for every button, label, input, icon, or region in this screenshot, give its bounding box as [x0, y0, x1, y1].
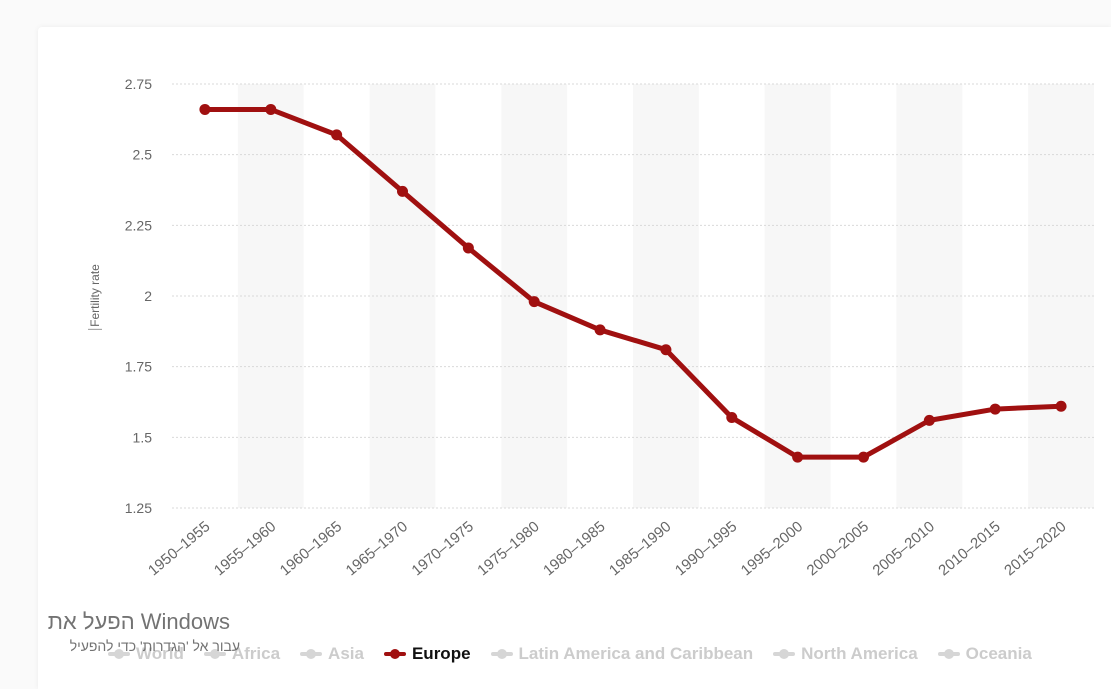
y-tick-label: 2.25 [125, 217, 152, 233]
data-point [792, 451, 804, 463]
legend-label: Asia [328, 644, 364, 663]
legend-item-africa[interactable]: Africa [203, 644, 281, 664]
data-point [858, 451, 869, 463]
legend-marker-icon [490, 648, 513, 660]
data-point [397, 185, 408, 197]
data-point [331, 129, 343, 141]
data-point [726, 412, 738, 424]
y-tick-label: 1.25 [125, 500, 152, 516]
legend-label: World [136, 644, 184, 663]
x-tick-label: 2005–2010 [869, 518, 937, 579]
data-point [462, 242, 474, 254]
legend-item-world[interactable]: World [108, 644, 184, 664]
x-tick-label: 2000–2005 [804, 518, 872, 579]
x-tick-label: 1955–1960 [211, 518, 279, 579]
legend-label: Africa [231, 644, 281, 663]
x-tick-label: 2015–2020 [1001, 518, 1069, 579]
data-point [594, 324, 606, 336]
legend-item-europe[interactable]: Europe [383, 644, 471, 664]
x-tick-label: 1975–1980 [474, 518, 542, 579]
legend-marker-icon [108, 648, 130, 660]
legend-marker-icon [773, 648, 796, 660]
legend-marker-icon [383, 648, 406, 660]
legend-item-latin-america-and-caribbean[interactable]: Latin America and Caribbean [490, 644, 754, 664]
data-point [923, 414, 935, 426]
x-tick-label: 1960–1965 [277, 518, 345, 579]
series-line-europe [202, 106, 1064, 460]
data-point [989, 403, 1001, 415]
y-tick-label: 2.75 [125, 76, 152, 92]
y-tick-label: 1.75 [125, 359, 152, 375]
x-tick-label: 1990–1995 [672, 518, 740, 579]
legend-marker-icon [300, 648, 323, 660]
x-tick-label: 1995–2000 [738, 518, 806, 579]
y-axis-label: Fertility rate [88, 264, 102, 330]
legend-marker-icon [203, 648, 226, 660]
y-tick-label: 2 [144, 288, 152, 304]
data-point [528, 296, 540, 308]
x-tick-label: 1950–1955 [145, 518, 213, 579]
data-point [1055, 400, 1067, 412]
x-tick-label: 1970–1975 [408, 518, 476, 579]
x-tick-label: 1965–1970 [343, 518, 411, 579]
legend-label: Europe [411, 644, 471, 663]
legend-label: Latin America and Caribbean [518, 644, 754, 663]
legend-marker-icon [937, 648, 960, 660]
legend-item-asia[interactable]: Asia [300, 644, 364, 664]
data-point [265, 103, 277, 115]
data-point [199, 103, 211, 115]
legend-label: North America [801, 644, 918, 663]
x-tick-label: 1980–1985 [540, 518, 608, 579]
x-tick-label: 2010–2015 [935, 518, 1003, 579]
legend-item-oceania[interactable]: Oceania [937, 644, 1032, 664]
y-tick-label: 1.5 [133, 429, 153, 445]
chart-legend: World Africa Asia Europe Latin America and C… [108, 640, 1078, 668]
data-point [660, 344, 672, 356]
legend-label: Oceania [965, 644, 1032, 663]
x-tick-label: 1985–1990 [606, 518, 674, 579]
legend-item-north-america[interactable]: North America [773, 644, 918, 664]
y-tick-label: 2.5 [133, 147, 153, 163]
